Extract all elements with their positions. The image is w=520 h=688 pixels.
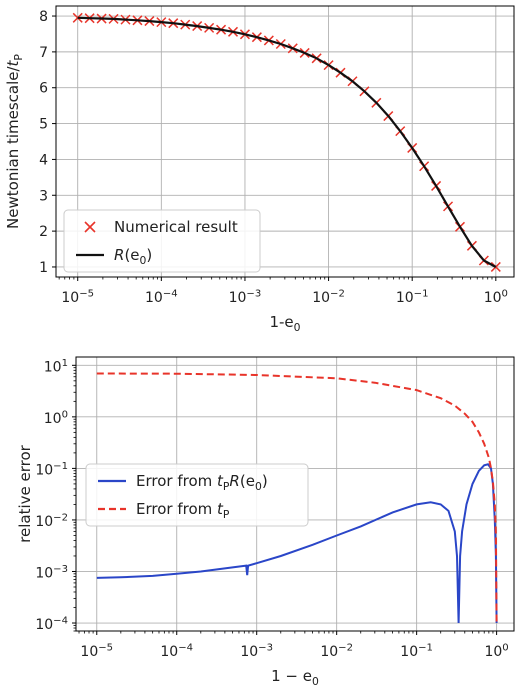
legend-label: Error from tP — [136, 500, 230, 521]
plot-frame-bottom — [75, 356, 515, 632]
x-tick-label: 10−1 — [400, 642, 433, 660]
x-tick-label: 10−5 — [80, 642, 113, 660]
y-tick-label: 100 — [44, 409, 68, 427]
plot-frame-top — [55, 5, 515, 278]
x-tick-label: 10−3 — [240, 642, 273, 660]
x-axis-label-bottom: 1 − e0 — [271, 667, 319, 688]
x-tick-label: 10−2 — [320, 642, 353, 660]
series-top-1 — [77, 16, 497, 268]
series-bottom-0 — [96, 463, 498, 624]
y-tick-label: 8 — [39, 9, 48, 25]
x-tick-label: 10−2 — [312, 288, 345, 306]
x-tick-label: 10−4 — [145, 288, 178, 306]
y-tick-label: 2 — [39, 224, 48, 240]
y-axis-label-top: Newtonian timescale/tP — [4, 54, 25, 229]
y-tick-label: 5 — [39, 117, 48, 133]
x-tick-label: 100 — [484, 642, 508, 660]
chart-top: 10−5 10−4 10−3 10−2 10−1 100 1 2 3 4 5 6 7 8 1-e0 Newto… — [4, 5, 515, 334]
y-tick-label: 6 — [39, 81, 48, 97]
legend-label: Numerical result — [114, 218, 238, 236]
legend-top: Numerical result R(e0) — [63, 209, 261, 273]
x-tick-label: 10−5 — [61, 288, 94, 306]
x-axis-label-top: 1-e0 — [269, 313, 300, 334]
x-axis-top: 10−5 10−4 10−3 10−2 10−1 100 — [61, 277, 508, 306]
x-tick-label: 100 — [484, 288, 508, 306]
y-tick-label: 10−1 — [35, 461, 68, 479]
y-tick-label: 10−3 — [35, 564, 68, 582]
y-tick-label: 10−2 — [35, 512, 68, 530]
series-line — [77, 16, 497, 268]
y-tick-label: 1 — [39, 260, 48, 276]
legend-marker — [84, 221, 96, 233]
legend-box — [85, 463, 309, 527]
y-axis-label-bottom: relative error — [16, 444, 34, 542]
series-line — [96, 372, 498, 624]
series-bottom-1 — [96, 372, 498, 624]
legend-bottom: Error from tPR(e0) Error from tP — [85, 463, 309, 527]
minor-ticks-top — [58, 277, 493, 280]
series-line — [96, 463, 498, 624]
y-axis-top: 1 2 3 4 5 6 7 8 — [39, 9, 56, 276]
legend-label: Error from tPR(e0) — [136, 472, 268, 493]
x-tick-label: 10−1 — [396, 288, 429, 306]
y-tick-label: 4 — [39, 152, 48, 168]
grid-top — [56, 6, 514, 277]
y-axis-bottom: 10−4 10−3 10−2 10−1 100 101 — [35, 358, 76, 633]
x-axis-bottom: 10−5 10−4 10−3 10−2 10−1 100 — [80, 631, 509, 660]
y-tick-label: 7 — [39, 45, 48, 61]
chart-bottom: 10−5 10−4 10−3 10−2 10−1 10010−410−310−210−11… — [16, 356, 515, 688]
y-tick-label: 3 — [39, 188, 48, 204]
legend-label: R(e0) — [114, 246, 152, 267]
x-tick-label: 10−4 — [160, 642, 193, 660]
legend-box — [63, 209, 261, 273]
y-tick-label: 101 — [44, 358, 68, 376]
y-tick-label: 10−4 — [35, 615, 68, 633]
x-tick-label: 10−3 — [229, 288, 262, 306]
